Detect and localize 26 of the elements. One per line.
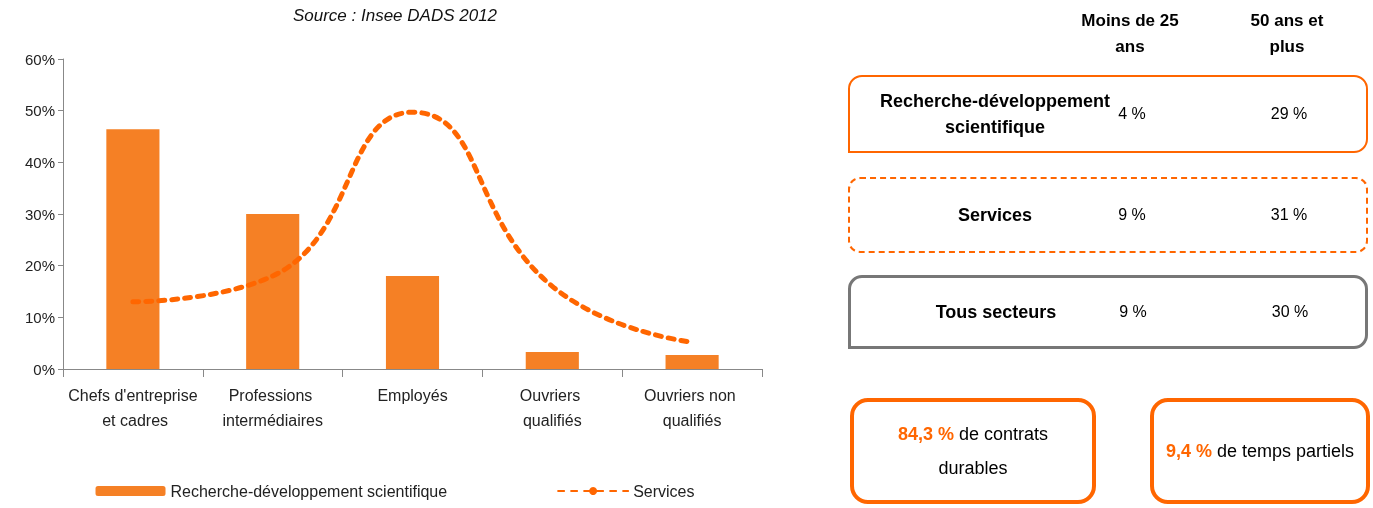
y-tick-label: 20% — [24, 257, 55, 275]
x-tick-label: Ouvriers qualifiés — [519, 387, 585, 429]
y-tick-label: 40% — [24, 153, 55, 171]
table-row-frame: Tous secteurs 9 % 30 % — [848, 275, 1368, 349]
bar — [246, 214, 300, 369]
text: 50 ans et plus — [1249, 10, 1325, 58]
x-tick-label: Professions intermédiaires — [222, 387, 323, 429]
chart-subtitle: Source : Insee DADS 2012 — [292, 6, 498, 25]
x-tick-label: Employés — [377, 387, 448, 404]
y-tick-label: 60% — [24, 50, 55, 68]
bar — [106, 129, 160, 369]
bar — [385, 276, 440, 369]
x-tick-label: Chefs d'entreprise et cadres — [68, 387, 198, 429]
bar — [665, 355, 719, 369]
y-tick-label: 0% — [33, 360, 55, 378]
info-card-frame: 9,4 % de temps partiels — [1150, 398, 1370, 504]
text: Moins de 25 ans — [1080, 10, 1180, 58]
y-tick-label: 10% — [24, 308, 55, 326]
y-tick-label: 30% — [24, 205, 55, 223]
y-tick-label: 50% — [24, 102, 55, 120]
info-card-frame: 84,3 % de contrats durables — [850, 398, 1096, 504]
table-row-frame: Services 9 % 31 % — [848, 177, 1368, 253]
x-tick-label: Ouvriers non qualifiés — [644, 387, 741, 429]
legend-label: Services — [633, 482, 695, 500]
bar — [525, 351, 579, 369]
legend-label: Recherche-développement scientifique — [170, 482, 448, 500]
